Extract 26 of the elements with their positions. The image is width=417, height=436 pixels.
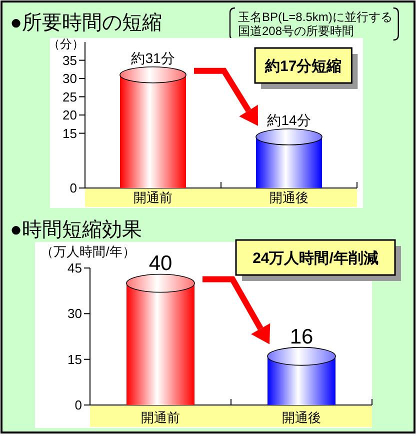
y-tick-label: 35 <box>62 52 77 68</box>
chart-subtitle: 玉名BP(L=8.5km)に並行する国道208号の所要時間 <box>238 10 392 38</box>
y-tick-label: 0 <box>74 398 82 412</box>
y-tick-label: 0 <box>70 180 77 196</box>
y-tick-label: 30 <box>62 71 77 86</box>
y-tick-label: 15 <box>62 126 77 141</box>
x-tick-label: 開通前 <box>141 410 180 425</box>
y-tick-label: 30 <box>68 306 82 322</box>
annotation: 約17分短縮 <box>264 58 342 75</box>
data-label: 16 <box>290 325 314 348</box>
data-label: 約14分 <box>267 112 311 128</box>
x-tick-label: 開通前 <box>134 190 172 205</box>
y-tick-label: 45 <box>68 260 82 276</box>
y-axis-title: （分） <box>48 37 84 51</box>
y-tick-label: 25 <box>62 89 77 104</box>
chart-title: ●時間短縮効果 <box>10 219 142 241</box>
x-tick-label: 開通後 <box>282 410 321 425</box>
y-tick-label: 15 <box>68 352 82 367</box>
data-label: 約31分 <box>131 50 175 66</box>
y-axis-title: （万人時間/年） <box>40 244 136 259</box>
y-tick-label: 20 <box>62 108 77 122</box>
data-label: 40 <box>148 252 172 276</box>
chart-title: ●所要時間の短縮 <box>10 12 162 34</box>
x-tick-label: 開通後 <box>270 190 308 205</box>
annotation: 約17分短縮 <box>254 47 358 89</box>
annotation: 24万人時間/年削減 <box>235 239 401 281</box>
